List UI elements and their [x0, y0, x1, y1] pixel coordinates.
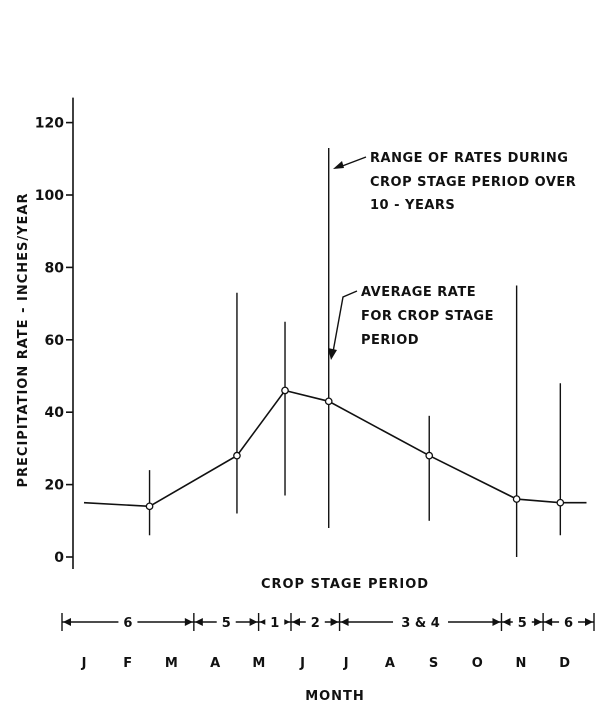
crop-stage-label: 5 — [518, 616, 527, 631]
month-label: S — [429, 656, 438, 671]
y-tick-label: 60 — [45, 333, 65, 349]
y-tick-label: 80 — [45, 260, 65, 276]
x-axis-title: MONTH — [305, 689, 365, 704]
crop-stage-label: 6 — [123, 616, 132, 631]
average-annotation-line-2: FOR CROP STAGE — [361, 309, 494, 324]
average-rate-point — [324, 397, 333, 406]
crop-stage-arrowhead-left — [340, 618, 349, 626]
crop-stage-title: CROP STAGE PERIOD — [261, 577, 429, 592]
average-rate-point — [281, 386, 289, 395]
y-tick-label: 120 — [35, 116, 64, 132]
crop-stage-arrowhead-left — [544, 618, 553, 626]
crop-stage-arrowhead-left — [63, 618, 71, 626]
range-annotation-line-1: RANGE OF RATES DURING — [370, 151, 568, 166]
range-annotation-arrowhead — [333, 161, 344, 169]
average-rate-series — [83, 386, 587, 511]
crop-stage-label: 3 & 4 — [401, 616, 439, 631]
average-annotation-line-3: PERIOD — [361, 333, 419, 348]
average-annotation-arrow — [332, 290, 358, 353]
month-label: N — [516, 656, 527, 671]
crop-stage-arrowhead-left — [291, 618, 300, 626]
month-label: D — [559, 656, 570, 671]
average-rate-point — [145, 502, 154, 511]
crop-stage-label: 6 — [564, 616, 573, 631]
crop-stage-arrowhead-right — [330, 618, 339, 626]
y-tick-label: 40 — [45, 405, 65, 421]
crop-stage-arrowhead-right — [534, 618, 543, 626]
average-rate-point — [556, 498, 565, 507]
month-label: O — [472, 656, 483, 671]
crop-stage-arrowhead-right — [492, 618, 501, 626]
crop-stage-label: 2 — [311, 616, 320, 631]
month-label: J — [299, 656, 305, 671]
crop-stage-label-bg — [393, 613, 449, 631]
average-rate-point — [425, 451, 434, 460]
crop-stage-label-bg — [265, 613, 285, 631]
crop-stage-arrowhead-right — [184, 618, 193, 626]
y-tick-label: 100 — [35, 188, 64, 204]
crop-stage-label-bg — [559, 613, 579, 631]
y-axis: 0 20 40 60 80 100 120 — [35, 97, 74, 569]
average-rate-line — [83, 389, 587, 508]
average-rate-point — [512, 495, 521, 503]
month-label: M — [252, 656, 265, 671]
range-bars — [148, 147, 562, 557]
month-label: A — [385, 656, 395, 671]
y-axis-title: PRECIPITATION RATE - INCHES/YEAR — [16, 193, 31, 488]
average-annotation-line-1: AVERAGE RATE — [361, 285, 476, 300]
crop-stage-arrowhead-left — [194, 618, 203, 626]
y-tick-label: 0 — [54, 550, 64, 566]
crop-stage-arrowhead-left — [502, 618, 511, 626]
average-rate-point — [233, 451, 241, 460]
month-label: J — [343, 656, 349, 671]
crop-stage-label: 5 — [222, 616, 231, 631]
range-annotation-line-2: CROP STAGE PERIOD OVER — [370, 175, 576, 190]
crop-stage-bar: 6 5 1 2 3 & 4 5 6 — [61, 613, 595, 631]
crop-stage-arrowhead-right — [249, 618, 258, 626]
annotations: RANGE OF RATES DURING CROP STAGE PERIOD … — [328, 151, 576, 360]
y-tick-label: 20 — [45, 478, 65, 494]
crop-stage-label-bg — [118, 613, 138, 631]
month-label: A — [210, 656, 220, 671]
crop-stage-label: 1 — [270, 616, 279, 631]
crop-stage-label-bg — [305, 613, 325, 631]
range-annotation-line-3: 10 - YEARS — [370, 198, 455, 213]
crop-stage-label-bg — [512, 613, 532, 631]
crop-stage-arrowhead-right — [585, 618, 593, 626]
average-annotation-arrowhead — [328, 348, 337, 360]
month-label: F — [123, 656, 132, 671]
month-label: J — [81, 656, 87, 671]
crop-stage-label-bg — [216, 613, 236, 631]
month-label: M — [165, 656, 178, 671]
